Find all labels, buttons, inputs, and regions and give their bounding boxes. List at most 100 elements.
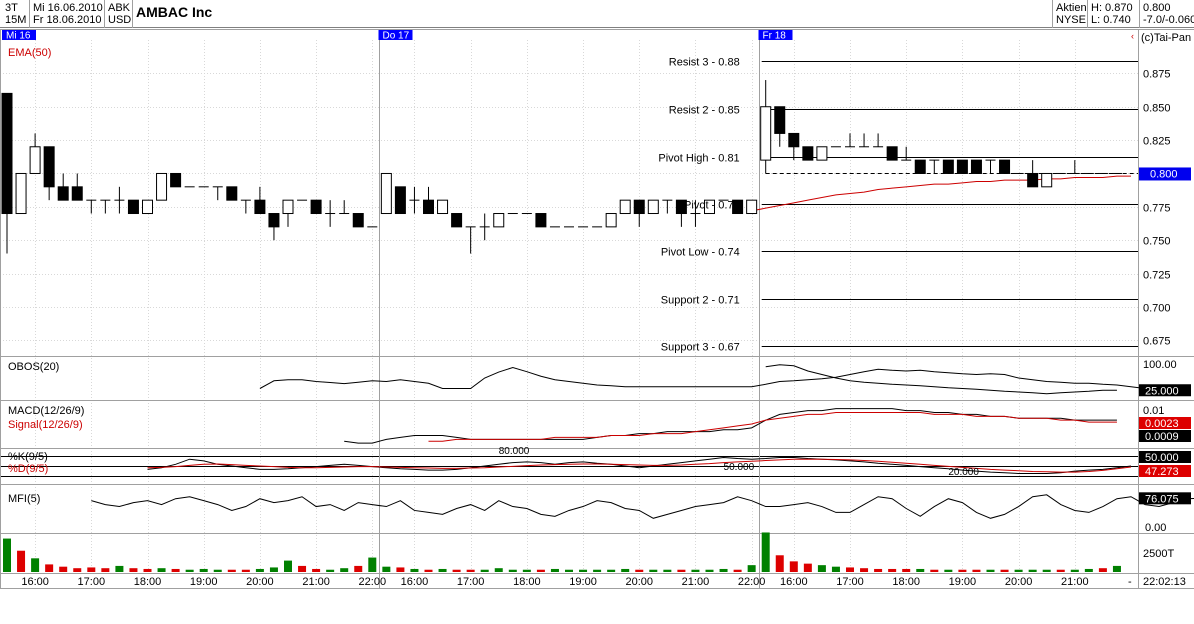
volume-bar xyxy=(143,568,152,572)
volume-bar xyxy=(1028,569,1037,572)
volume-bar xyxy=(508,569,517,572)
volume-bar xyxy=(775,555,784,572)
mfi-value-marker: 76.075 xyxy=(1145,493,1179,505)
stochastic-level-label: 80.000 xyxy=(499,446,530,457)
volume-bar xyxy=(930,569,939,572)
candle-body xyxy=(619,199,631,215)
time-axis-label: 18:00 xyxy=(134,576,162,588)
candle-body xyxy=(886,146,898,161)
volume-bar xyxy=(536,569,545,572)
volume-bar xyxy=(958,569,967,572)
time-axis-label: 17:00 xyxy=(78,576,106,588)
volume-bar xyxy=(607,569,616,572)
candle-body xyxy=(1041,172,1053,188)
volume-bar xyxy=(719,568,728,572)
price-tick-label: 0.775 xyxy=(1143,203,1171,215)
mfi-label: MFI(5) xyxy=(8,493,40,505)
volume-bar xyxy=(284,560,292,572)
volume-bar xyxy=(817,565,826,572)
candle-body xyxy=(675,199,687,215)
volume-bar xyxy=(494,568,503,572)
volume-bar xyxy=(1056,569,1065,572)
volume-bar xyxy=(860,568,869,572)
volume-bar xyxy=(1014,569,1023,572)
volume-bar xyxy=(733,569,742,572)
high-value: H: 0.870 xyxy=(1091,2,1133,14)
day-markers: Mi 16 Do 17 Fr 18 xyxy=(2,30,793,588)
volume-bar xyxy=(522,569,531,572)
candle-body xyxy=(942,159,954,174)
day-marker-box xyxy=(2,30,36,40)
volume-bar xyxy=(1098,568,1107,572)
time-axis-label: 21:00 xyxy=(682,576,710,588)
candle-body xyxy=(15,172,27,215)
ema-label: EMA(50) xyxy=(8,47,51,59)
macd-tick-label: 0.01 xyxy=(1143,405,1164,417)
time-axis-label: 21:00 xyxy=(1061,576,1089,588)
volume-bar xyxy=(3,538,11,572)
candle-body xyxy=(394,186,406,215)
candle-body xyxy=(956,159,968,174)
date-to: Fr 18.06.2010 xyxy=(33,14,102,26)
exchange-label: NYSE xyxy=(1056,14,1086,26)
volume-bar xyxy=(593,569,602,572)
header-separator xyxy=(1052,0,1053,28)
volume-bar xyxy=(45,564,54,572)
pivot-label: Pivot - 0.77 xyxy=(684,200,740,212)
volume-bar xyxy=(888,568,897,572)
volume-bar xyxy=(789,561,798,572)
volume-bar xyxy=(663,569,672,572)
obos-tick-label: 100.00 xyxy=(1143,359,1177,371)
candle-body xyxy=(142,199,153,215)
stochastic-k-marker: 50.000 xyxy=(1145,452,1179,464)
stochastic-d-label: %D(9/5) xyxy=(8,463,48,475)
chart-labels: 0.875 0.850 0.825 0.800 0.775 0.750 0.725 0.700… xyxy=(8,31,1191,588)
stochastic-k-line xyxy=(147,456,1132,474)
volume-bar xyxy=(1112,565,1121,572)
ema-line xyxy=(751,175,1131,212)
candle-body xyxy=(29,146,41,174)
last-price-marker xyxy=(1139,167,1191,181)
volume-bar xyxy=(705,569,714,572)
volume-bar xyxy=(382,566,391,572)
volume-bar xyxy=(1042,569,1051,572)
time-axis-label: 17:00 xyxy=(836,576,864,588)
time-axis-label: 17:00 xyxy=(457,576,485,588)
indicator-lines xyxy=(91,364,1194,519)
volume-bar xyxy=(649,569,658,572)
volume-bars[interactable] xyxy=(3,532,1121,572)
grid xyxy=(0,40,1138,573)
period-label[interactable]: 3T xyxy=(5,2,18,14)
candle-body xyxy=(268,213,280,228)
volume-bar xyxy=(480,569,489,572)
ema-line xyxy=(751,175,1131,212)
stochastic-d-line xyxy=(147,458,1132,473)
interval-label[interactable]: 15M xyxy=(5,14,27,26)
macd-line xyxy=(344,408,1117,444)
header-separator xyxy=(1087,0,1088,28)
candle-body xyxy=(802,146,814,161)
candle-body xyxy=(788,132,800,148)
candle-body xyxy=(451,213,463,228)
currency-label: USD xyxy=(108,14,132,26)
candle-body xyxy=(282,199,294,215)
pivot-label: Pivot Low - 0.74 xyxy=(661,247,740,259)
time-axis-label: 20:00 xyxy=(625,576,653,588)
volume-bar xyxy=(185,569,194,572)
time-axis-label: 22:00 xyxy=(738,576,766,588)
day-marker-label: Mi 16 xyxy=(6,31,31,42)
volume-bar xyxy=(747,565,756,572)
candles[interactable] xyxy=(1,80,1122,254)
volume-bar xyxy=(831,566,840,572)
time-axis-label: 18:00 xyxy=(513,576,541,588)
time-axis-label: 20:00 xyxy=(246,576,274,588)
stochastic-k-marker-box xyxy=(1139,451,1191,463)
signal-label: Signal(12/26/9) xyxy=(8,419,83,431)
volume-bar xyxy=(986,569,995,572)
price-tick-label: 0.750 xyxy=(1143,236,1171,248)
time-axis-label: 19:00 xyxy=(949,576,977,588)
volume-bar xyxy=(227,569,236,572)
time-axis-label: 19:00 xyxy=(569,576,597,588)
pivot-label: Resist 2 - 0.85 xyxy=(669,105,740,117)
